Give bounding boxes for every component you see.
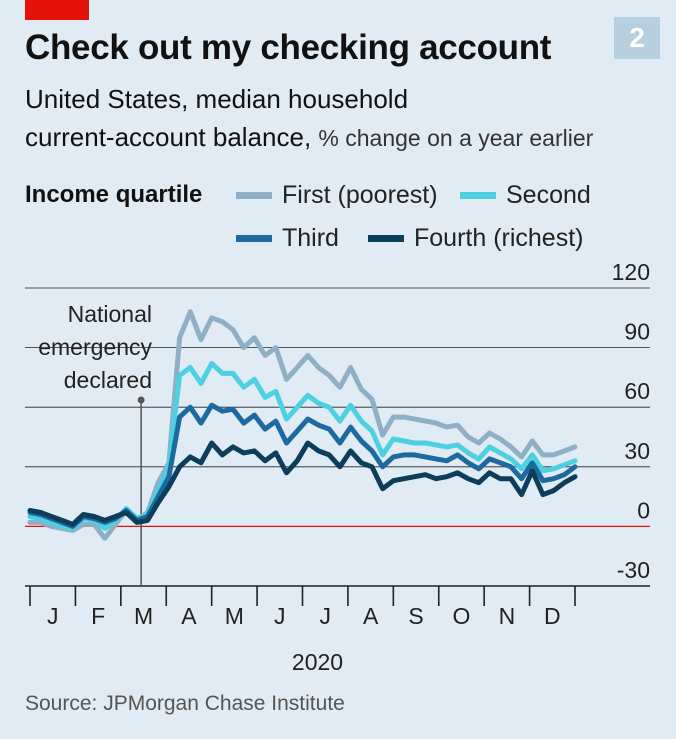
annotation-text-line-1: emergency [38, 334, 152, 360]
x-tick-label-7: A [363, 603, 379, 629]
y-tick-label-120: 120 [612, 259, 650, 285]
annotation-text-line-0: National [68, 301, 152, 327]
subtitle-main-measure: current-account balance, [25, 122, 312, 152]
legend-title: Income quartile [25, 181, 203, 208]
y-tick-label-0: 0 [637, 497, 650, 523]
legend-swatch-first [236, 192, 272, 199]
x-tick-label-4: M [225, 603, 244, 629]
legend-item-second: Second [460, 181, 591, 210]
x-tick-label-5: J [274, 603, 286, 629]
source-note: Source: JPMorgan Chase Institute [25, 692, 345, 715]
legend-item-third: Third [236, 224, 339, 253]
annotation-text-line-2: declared [64, 367, 152, 393]
legend-item-first: First (poorest) [236, 181, 438, 210]
x-tick-label-10: N [499, 603, 516, 629]
legend-label-fourth: Fourth (richest) [414, 224, 584, 252]
series-layer [27, 309, 578, 541]
x-tick-label-11: D [544, 603, 561, 629]
legend-label-second: Second [506, 181, 591, 209]
y-tick-label-90: 90 [624, 319, 650, 345]
y-tick-label--30: -30 [617, 557, 650, 583]
legend-label-first: First (poorest) [282, 181, 438, 209]
series-line-fourth [27, 440, 578, 527]
y-tick-label-60: 60 [624, 378, 650, 404]
x-tick-label-0: J [47, 603, 59, 629]
subtitle-unit: % change on a year earlier [318, 125, 594, 151]
x-tick-label-6: J [319, 603, 331, 629]
y-tick-label-30: 30 [624, 438, 650, 464]
chart-number-badge: 2 [614, 17, 660, 59]
x-tick-label-2: M [134, 603, 153, 629]
legend-label-third: Third [282, 224, 339, 252]
annotation-layer: National emergency declared [38, 301, 152, 586]
subtitle-line-1: United States, median household [25, 84, 409, 114]
x-axis-year-label: 2020 [292, 649, 343, 675]
legend-swatch-third [236, 235, 272, 242]
chart-subtitle: United States, median household current-… [25, 80, 655, 157]
legend-swatch-fourth [368, 235, 404, 242]
x-tick-label-9: O [453, 603, 471, 629]
series-line-third [27, 402, 578, 529]
chart-title: Check out my checking account [25, 28, 552, 67]
axis-layer: 120 90 60 30 0 -30 J F M A M J J A S O N D 2020 [29, 259, 650, 675]
x-tick-label-8: S [408, 603, 423, 629]
annotation-dot [137, 396, 145, 404]
legend-swatch-second [460, 192, 496, 199]
red-accent-tag [25, 0, 89, 20]
grid-layer [25, 287, 650, 587]
x-tick-label-3: A [181, 603, 197, 629]
subtitle-line-2: current-account balance, % change on a y… [25, 118, 655, 157]
legend-item-fourth: Fourth (richest) [368, 224, 583, 253]
x-tick-label-1: F [91, 603, 105, 629]
